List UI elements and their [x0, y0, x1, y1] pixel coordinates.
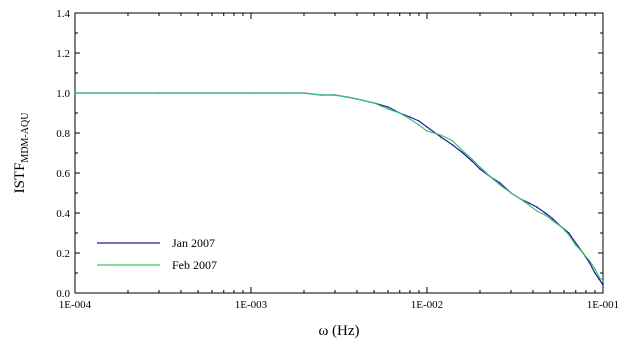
data-point-1: [479, 168, 481, 170]
y-tick-label: 0.4: [56, 208, 70, 220]
data-point-2: [345, 96, 348, 98]
data-point-2: [334, 94, 336, 96]
data-point-1: [499, 182, 501, 184]
y-tick-label: 0.0: [56, 288, 70, 300]
data-point-2: [451, 140, 454, 142]
data-point-1: [528, 202, 530, 204]
data-point-2: [426, 130, 428, 132]
data-point-2: [387, 108, 389, 110]
data-point-2: [409, 118, 411, 120]
data-point-1: [440, 136, 442, 138]
data-point-1: [471, 160, 473, 162]
data-point-2: [510, 192, 512, 194]
y-axis-title-main: ISTF: [12, 163, 28, 194]
plot-frame: [74, 12, 604, 294]
data-point-2: [281, 92, 283, 94]
data-point-2: [499, 184, 501, 186]
data-point-1: [594, 272, 596, 274]
data-point-2: [320, 94, 322, 96]
data-point-2: [535, 210, 538, 212]
x-tick-label: 1E-003: [235, 299, 268, 311]
data-point-2: [440, 134, 442, 136]
data-point-1: [552, 218, 554, 220]
data-point-2: [250, 92, 252, 94]
data-point-2: [568, 234, 570, 236]
data-point-2: [588, 260, 591, 262]
data-point-2: [398, 112, 401, 114]
legend-label-1: Jan 2007: [172, 236, 215, 250]
data-point-2: [74, 92, 76, 94]
data-point-2: [356, 98, 358, 100]
data-point-2: [528, 204, 530, 206]
data-point-1: [387, 106, 389, 108]
data-point-2: [462, 150, 464, 152]
y-tick-label: 1.2: [56, 48, 70, 60]
series-layer: [74, 92, 604, 286]
data-point-2: [373, 102, 375, 104]
data-point-1: [544, 212, 547, 214]
data-point-2: [552, 220, 554, 222]
data-point-2: [560, 226, 563, 228]
y-tick-label: 1.0: [56, 88, 70, 100]
data-point-1: [535, 206, 538, 208]
data-point-2: [479, 166, 481, 168]
y-tick-label: 0.6: [56, 168, 70, 180]
y-tick-label: 0.2: [56, 248, 70, 260]
x-tick-label: 1E-001: [587, 299, 619, 311]
data-point-1: [418, 120, 420, 122]
data-point-1: [598, 278, 600, 280]
data-point-2: [582, 252, 584, 254]
legend: Jan 2007 Feb 2007: [97, 236, 217, 272]
data-point-2: [594, 268, 596, 270]
data-point-2: [544, 214, 547, 216]
series-line-2: [75, 92, 604, 282]
data-point-2: [602, 280, 604, 282]
data-point-1: [568, 232, 570, 234]
data-point-2: [471, 158, 473, 160]
data-point-1: [602, 284, 604, 286]
data-point-2: [158, 92, 160, 94]
x-axis-title: ω (Hz): [318, 323, 359, 339]
data-point-2: [489, 176, 492, 178]
x-tick-label: 1E-002: [411, 299, 443, 311]
data-point-2: [303, 92, 305, 94]
data-point-1: [451, 144, 454, 146]
series-line-1: [75, 92, 604, 286]
data-point-2: [598, 276, 600, 278]
data-point-1: [426, 126, 428, 128]
y-axis-title-sub: MDM-AQU: [20, 112, 31, 163]
y-tick-label: 1.4: [56, 8, 70, 20]
data-point-2: [222, 92, 225, 94]
axis-ticks: 0.0 0.2 0.4 0.6 0.8 1.0 1.2 1.4 1E-004 1E-003 1E-0…: [56, 8, 619, 311]
data-point-1: [462, 152, 464, 154]
data-point-2: [519, 198, 522, 200]
data-point-2: [574, 244, 577, 246]
x-tick-label: 1E-004: [59, 299, 92, 311]
y-tick-label: 0.8: [56, 128, 70, 140]
y-axis-title: ISTFMDM-AQU: [12, 112, 31, 194]
data-point-1: [409, 116, 411, 118]
data-point-2: [418, 124, 420, 126]
legend-label-2: Feb 2007: [172, 258, 217, 272]
